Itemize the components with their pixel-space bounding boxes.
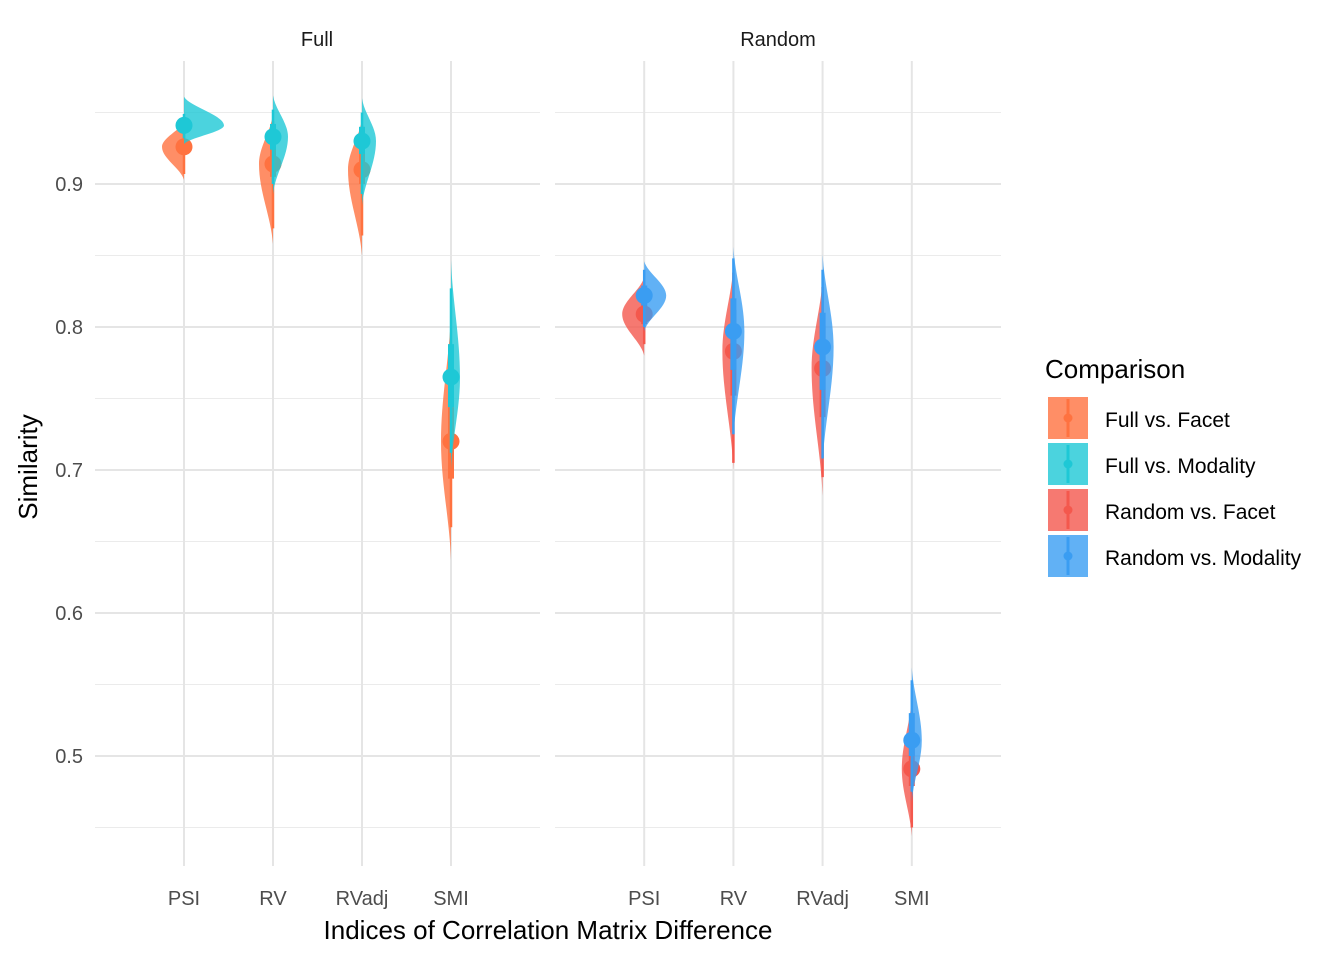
median-point-random-vs-modality-rvadj bbox=[814, 338, 832, 356]
legend-label-random-vs-facet: Random vs. Facet bbox=[1105, 501, 1276, 524]
x-tick-label-psi: PSI bbox=[168, 888, 200, 910]
median-point-full-vs-modality-rvadj bbox=[353, 132, 371, 150]
x-tick-label-rv: RV bbox=[259, 888, 287, 910]
violin-full-vs-facet-rv bbox=[259, 113, 273, 245]
x-tick-label-psi: PSI bbox=[628, 888, 660, 910]
y-tick-label: 0.8 bbox=[55, 317, 83, 339]
violin-random-vs-modality-rvadj bbox=[822, 254, 834, 465]
legend-key-point-full-vs-facet bbox=[1063, 413, 1073, 423]
panel-title-random: Random bbox=[740, 29, 816, 51]
panel-title-full: Full bbox=[301, 29, 333, 51]
violin-full-vs-modality-psi bbox=[184, 96, 224, 144]
violin-full-vs-facet-psi bbox=[162, 121, 184, 180]
y-axis-title: Similarity bbox=[13, 414, 43, 519]
x-axis-tick-labels: PSI RV RVadj SMI PSI RV RVadj SMI bbox=[168, 888, 930, 910]
violin-full-vs-modality-rvadj bbox=[362, 98, 376, 206]
violin-random-vs-modality-rv bbox=[733, 246, 745, 439]
x-axis-title: Indices of Correlation Matrix Difference bbox=[324, 915, 773, 945]
legend-title: Comparison bbox=[1045, 354, 1185, 384]
y-tick-label: 0.5 bbox=[55, 746, 83, 768]
legend-label-full-vs-modality: Full vs. Modality bbox=[1105, 455, 1256, 478]
y-axis-tick-labels: 0.5 0.6 0.7 0.8 0.9 bbox=[55, 174, 83, 768]
legend-label-random-vs-modality: Random vs. Modality bbox=[1105, 547, 1302, 570]
violin-full-vs-modality-smi bbox=[451, 259, 460, 470]
y-tick-label: 0.9 bbox=[55, 174, 83, 196]
legend-key-point-random-vs-facet bbox=[1063, 505, 1073, 515]
legend: Comparison Full vs. Facet Full vs. Modali… bbox=[1045, 354, 1302, 577]
legend-key-point-full-vs-modality bbox=[1063, 459, 1073, 469]
panel-random bbox=[555, 61, 1001, 866]
violin-full-vs-facet-rvadj bbox=[348, 118, 362, 256]
violin-random-vs-modality-psi bbox=[644, 261, 667, 332]
median-point-random-vs-modality-psi bbox=[635, 287, 653, 305]
median-point-full-vs-facet-psi bbox=[175, 138, 193, 156]
x-tick-label-rvadj: RVadj bbox=[336, 888, 389, 910]
x-tick-label-smi: SMI bbox=[894, 888, 930, 910]
median-point-full-vs-modality-smi bbox=[442, 368, 460, 386]
median-point-random-vs-modality-smi bbox=[903, 731, 921, 749]
x-tick-label-rv: RV bbox=[720, 888, 748, 910]
median-point-full-vs-modality-rv bbox=[264, 128, 282, 146]
x-tick-label-smi: SMI bbox=[433, 888, 469, 910]
median-point-full-vs-modality-psi bbox=[175, 116, 193, 134]
y-tick-label: 0.6 bbox=[55, 603, 83, 625]
violin-full-vs-modality-rv bbox=[273, 95, 288, 195]
panel-full bbox=[95, 61, 540, 866]
y-tick-label: 0.7 bbox=[55, 460, 83, 482]
median-point-random-vs-modality-rv bbox=[724, 322, 742, 340]
x-tick-label-rvadj: RVadj bbox=[796, 888, 849, 910]
legend-label-full-vs-facet: Full vs. Facet bbox=[1105, 409, 1230, 432]
legend-key-point-random-vs-modality bbox=[1063, 551, 1073, 561]
